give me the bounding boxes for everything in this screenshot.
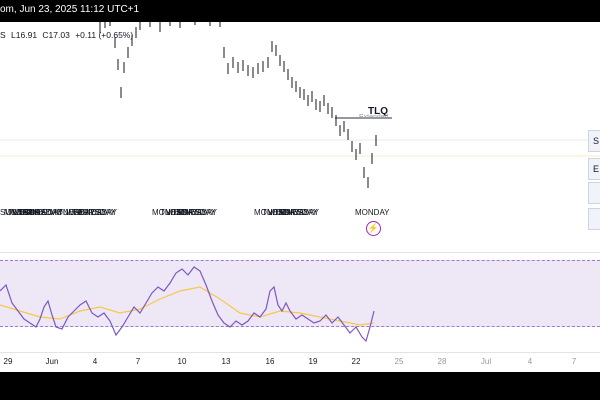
symbol-label: TLQ: [368, 106, 388, 117]
bottom-bar: [0, 372, 600, 400]
rsi-moving-average-line: [0, 286, 375, 326]
time-axis-tick: 13: [221, 357, 231, 366]
ohlc-low: L16.91: [11, 30, 38, 40]
side-button-3[interactable]: [588, 182, 600, 204]
ohlc-change: +0.11 (+0.65%): [75, 30, 134, 40]
chart-area[interactable]: S L16.91 C17.03 +0.11 (+0.65%) TLQ Exten…: [0, 22, 600, 372]
time-axis-tick: 19: [308, 357, 318, 366]
day-label: MONDAY: [50, 208, 85, 217]
day-label: TUESDAY: [160, 208, 198, 217]
day-label: SUNDAY: [0, 208, 33, 217]
time-axis-tick: 7: [571, 357, 577, 366]
day-label: MONDAY: [4, 208, 39, 217]
time-axis[interactable]: 29 Jun 4 7 10 13 16 19 22 25 28 Jul 4 7: [0, 352, 600, 372]
day-label: TUESDAY: [8, 208, 46, 217]
day-label: THURSDAY: [72, 208, 116, 217]
day-label: WEDNESDAY: [66, 208, 117, 217]
day-label: FRIDAY: [22, 208, 51, 217]
time-axis-tick: 25: [394, 357, 404, 366]
time-axis-tick: Jul: [480, 357, 492, 366]
day-label: THURSDAY: [18, 208, 62, 217]
time-axis-tick: Jun: [45, 357, 59, 366]
day-label: FRIDAY: [178, 208, 207, 217]
pane-separator[interactable]: [0, 252, 600, 253]
day-label: FRIDAY: [78, 208, 107, 217]
time-axis-tick: 16: [265, 357, 275, 366]
time-axis-tick: 10: [177, 357, 187, 366]
day-label: TUESDAY: [262, 208, 300, 217]
day-label: MONDAY: [355, 208, 390, 217]
side-button-2[interactable]: E: [588, 158, 600, 180]
ohlc-legend: S L16.91 C17.03 +0.11 (+0.65%): [0, 30, 136, 40]
day-label: WEDNESDAY: [12, 208, 63, 217]
day-label: WEDNESDAY: [268, 208, 319, 217]
day-label: WEDNESDAY: [166, 208, 217, 217]
ohlc-prefix: S: [0, 30, 6, 40]
side-button-1[interactable]: S: [588, 130, 600, 152]
lightning-icon[interactable]: ⚡: [366, 221, 381, 236]
day-label: MONDAY: [152, 208, 187, 217]
time-axis-tick: 4: [92, 357, 98, 366]
day-label: FRIDAY: [280, 208, 309, 217]
day-label: MONDAY: [254, 208, 289, 217]
chart-info-title: om, Jun 23, 2025 11:12 UTC+1: [0, 4, 140, 15]
top-bar: om, Jun 23, 2025 11:12 UTC+1: [0, 0, 600, 22]
day-label: TUESDAY: [58, 208, 96, 217]
time-axis-tick: 22: [351, 357, 361, 366]
day-label: THURSDAY: [172, 208, 216, 217]
rsi-plot: [0, 266, 375, 343]
side-button-4[interactable]: [588, 208, 600, 230]
price-plot[interactable]: [0, 22, 600, 252]
extended-hours-label: Extended: [359, 114, 389, 121]
ohlc-close: C17.03: [42, 30, 70, 40]
time-axis-tick: 29: [3, 357, 13, 366]
time-axis-tick: 28: [437, 357, 447, 366]
rsi-line: [0, 266, 375, 343]
day-label: THURSDAY: [274, 208, 318, 217]
time-axis-tick: 4: [527, 357, 533, 366]
time-axis-tick: 7: [135, 357, 141, 366]
rsi-pane[interactable]: [0, 260, 600, 347]
